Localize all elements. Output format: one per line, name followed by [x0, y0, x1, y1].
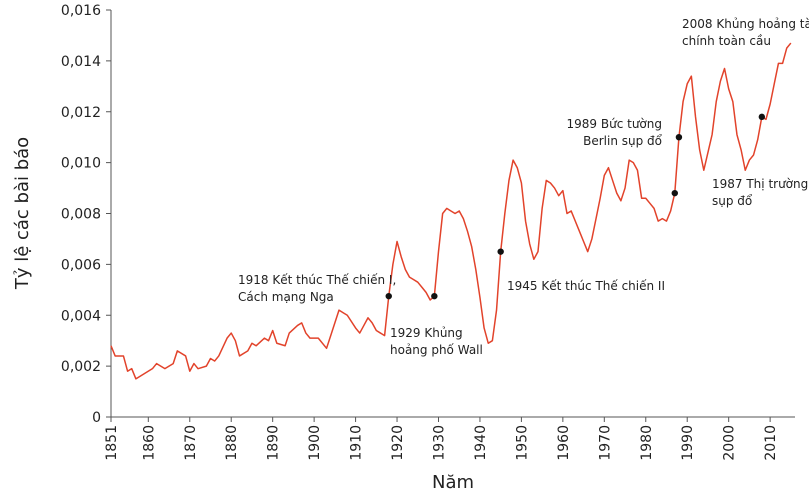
annotation: 1918 Kết thúc Thế chiến I,	[238, 273, 396, 287]
y-tick-label: 0,004	[61, 308, 101, 324]
annotation: Cách mạng Nga	[238, 290, 334, 304]
data-line	[110, 42, 792, 380]
x-tick-label: 1920	[390, 425, 406, 461]
annotation: 1929 Khủng	[390, 326, 463, 340]
annotation: hoảng phố Wall	[390, 343, 483, 357]
x-tick-label: 1930	[431, 425, 447, 461]
x-tick-label: 1870	[183, 425, 199, 461]
x-tick-label: 2010	[763, 425, 779, 461]
event-dot	[431, 292, 438, 300]
event-dot	[497, 248, 504, 255]
y-tick-label: 0,006	[61, 257, 101, 273]
x-tick-label: 1880	[224, 425, 240, 461]
y-axis-title: Tỷ lệ các bài báo	[12, 137, 33, 290]
x-tick-label: 1990	[680, 425, 696, 461]
annotation: Berlin sụp đổ	[583, 134, 663, 148]
annotation: 1987 Thị trường	[712, 177, 808, 191]
x-tick-label: 1940	[473, 425, 489, 461]
y-tick-label: 0,010	[61, 156, 101, 172]
x-tick-label: 1900	[307, 425, 323, 461]
y-tick-label: 0,002	[61, 359, 101, 375]
event-dot	[671, 189, 678, 197]
annotation: 1989 Bức tường	[567, 117, 662, 131]
annotation: sụp đổ	[712, 194, 753, 208]
y-tick-label: 0	[92, 410, 101, 426]
event-dot	[675, 133, 683, 141]
annotation: 2008 Khủng hoảng tài	[682, 17, 809, 31]
x-tick-label: 1950	[514, 425, 530, 461]
x-tick-label: 1970	[597, 425, 613, 461]
x-tick-label: 1960	[556, 425, 572, 461]
event-dot	[385, 292, 392, 300]
x-tick-label: 2000	[722, 425, 738, 461]
y-tick-label: 0,008	[61, 207, 101, 223]
y-tick-label: 0,016	[61, 3, 101, 19]
x-tick-label: 1980	[639, 425, 655, 461]
x-tick-label: 1860	[141, 425, 157, 461]
y-tick-label: 0,012	[61, 105, 101, 121]
x-tick-label: 1851	[104, 425, 120, 461]
annotation: 1945 Kết thúc Thế chiến II	[507, 279, 665, 293]
x-tick-label: 1890	[266, 425, 282, 461]
annotation: chính toàn cầu	[682, 34, 771, 48]
x-axis-title: Năm	[432, 472, 474, 493]
x-tick-label: 1910	[349, 425, 365, 461]
event-dot	[758, 113, 766, 121]
y-tick-label: 0,014	[61, 54, 101, 70]
